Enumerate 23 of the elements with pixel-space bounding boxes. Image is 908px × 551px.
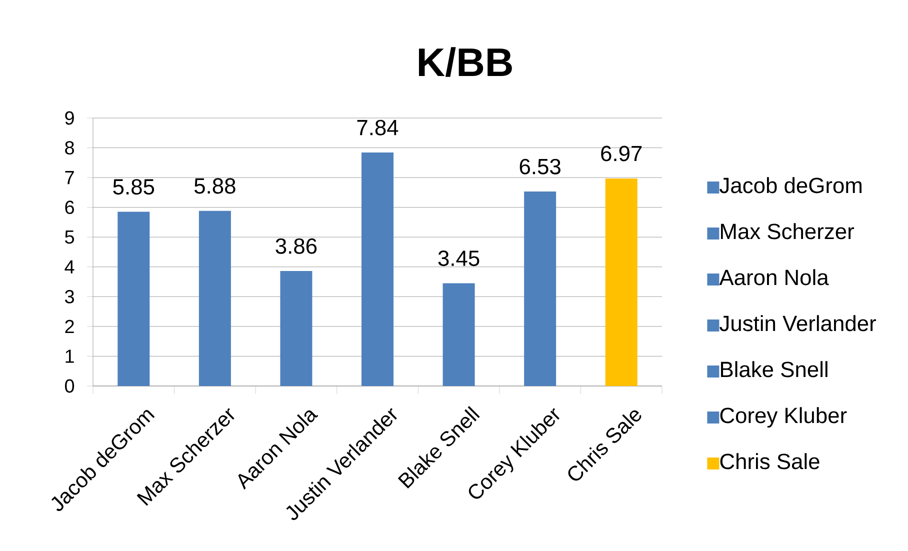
legend-label: Aaron Nola: [719, 269, 829, 286]
legend-label: Justin Verlander: [720, 315, 876, 332]
legend-label: Jacob deGrom: [720, 177, 862, 194]
data-label: 3.45: [438, 250, 480, 266]
y-tick-label: 4: [64, 260, 74, 274]
y-tick-label: 1: [66, 350, 74, 363]
legend-label: Max Scherzer: [721, 223, 854, 240]
data-label: 6.53: [520, 158, 560, 174]
data-label: 7.84: [357, 120, 398, 136]
y-tick-label: 5: [65, 230, 74, 244]
y-tick-label: 0: [65, 379, 74, 393]
data-label: 5.85: [113, 179, 154, 195]
y-tick-label: 8: [65, 141, 74, 154]
data-label: 6.97: [601, 146, 642, 162]
y-tick-label: 7: [65, 171, 74, 184]
y-tick-label: 3: [64, 290, 74, 304]
y-tick-label: 6: [65, 200, 74, 214]
data-label: 3.86: [276, 238, 317, 254]
chart-title: K/BB: [418, 47, 512, 77]
y-tick-label: 2: [65, 320, 74, 334]
y-tick-label: 9: [65, 111, 74, 125]
legend-label: Blake Snell: [721, 361, 828, 378]
data-label: 5.88: [194, 178, 236, 194]
